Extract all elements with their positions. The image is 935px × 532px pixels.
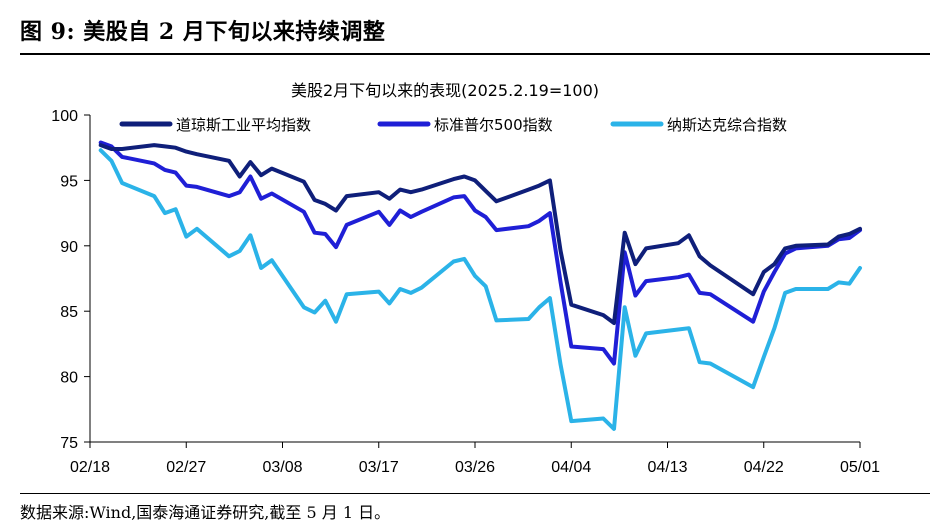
y-tick-label: 90 (60, 239, 78, 256)
x-tick-label: 02/27 (166, 459, 206, 476)
y-tick-label: 85 (60, 304, 78, 321)
y-tick-label: 75 (60, 435, 78, 452)
x-tick-label: 03/08 (262, 459, 302, 476)
chart-series (98, 140, 862, 431)
legend-label: 道琼斯工业平均指数 (176, 116, 311, 134)
chart-legend: 道琼斯工业平均指数 标准普尔500指数 纳斯达克综合指数 (119, 116, 787, 134)
title-rule (20, 53, 930, 55)
source-note: 数据来源:Wind,国泰海通证券研究,截至 5 月 1 日。 (20, 503, 391, 522)
series-line (98, 143, 862, 325)
series-line (98, 140, 862, 366)
x-tick-label: 04/04 (551, 459, 591, 476)
y-tick-label: 100 (51, 108, 78, 125)
legend-label: 标准普尔500指数 (434, 116, 553, 134)
chart-title: 美股2月下旬以来的表现(2025.2.19=100) (291, 81, 599, 100)
x-tick-label: 03/26 (455, 459, 495, 476)
legend-label: 纳斯达克综合指数 (667, 116, 787, 134)
x-tick-label: 04/22 (744, 459, 784, 476)
chart-axes: 75 80 85 90 95 100 02/18 02/27 03/08 03/17 03/26 04… (51, 108, 880, 476)
x-tick-label: 04/13 (647, 459, 687, 476)
x-tick-label: 02/18 (70, 459, 110, 476)
x-tick-label: 05/01 (840, 459, 880, 476)
series-line (98, 148, 862, 431)
figure-title: 图 9: 美股自 2 月下旬以来持续调整 (20, 19, 386, 45)
source-rule (20, 493, 930, 494)
y-tick-label: 95 (60, 173, 78, 190)
x-tick-label: 03/17 (359, 459, 399, 476)
line-chart: 美股2月下旬以来的表现(2025.2.19=100) 75 80 85 90 95 100… (51, 81, 880, 476)
y-tick-label: 80 (60, 370, 78, 387)
